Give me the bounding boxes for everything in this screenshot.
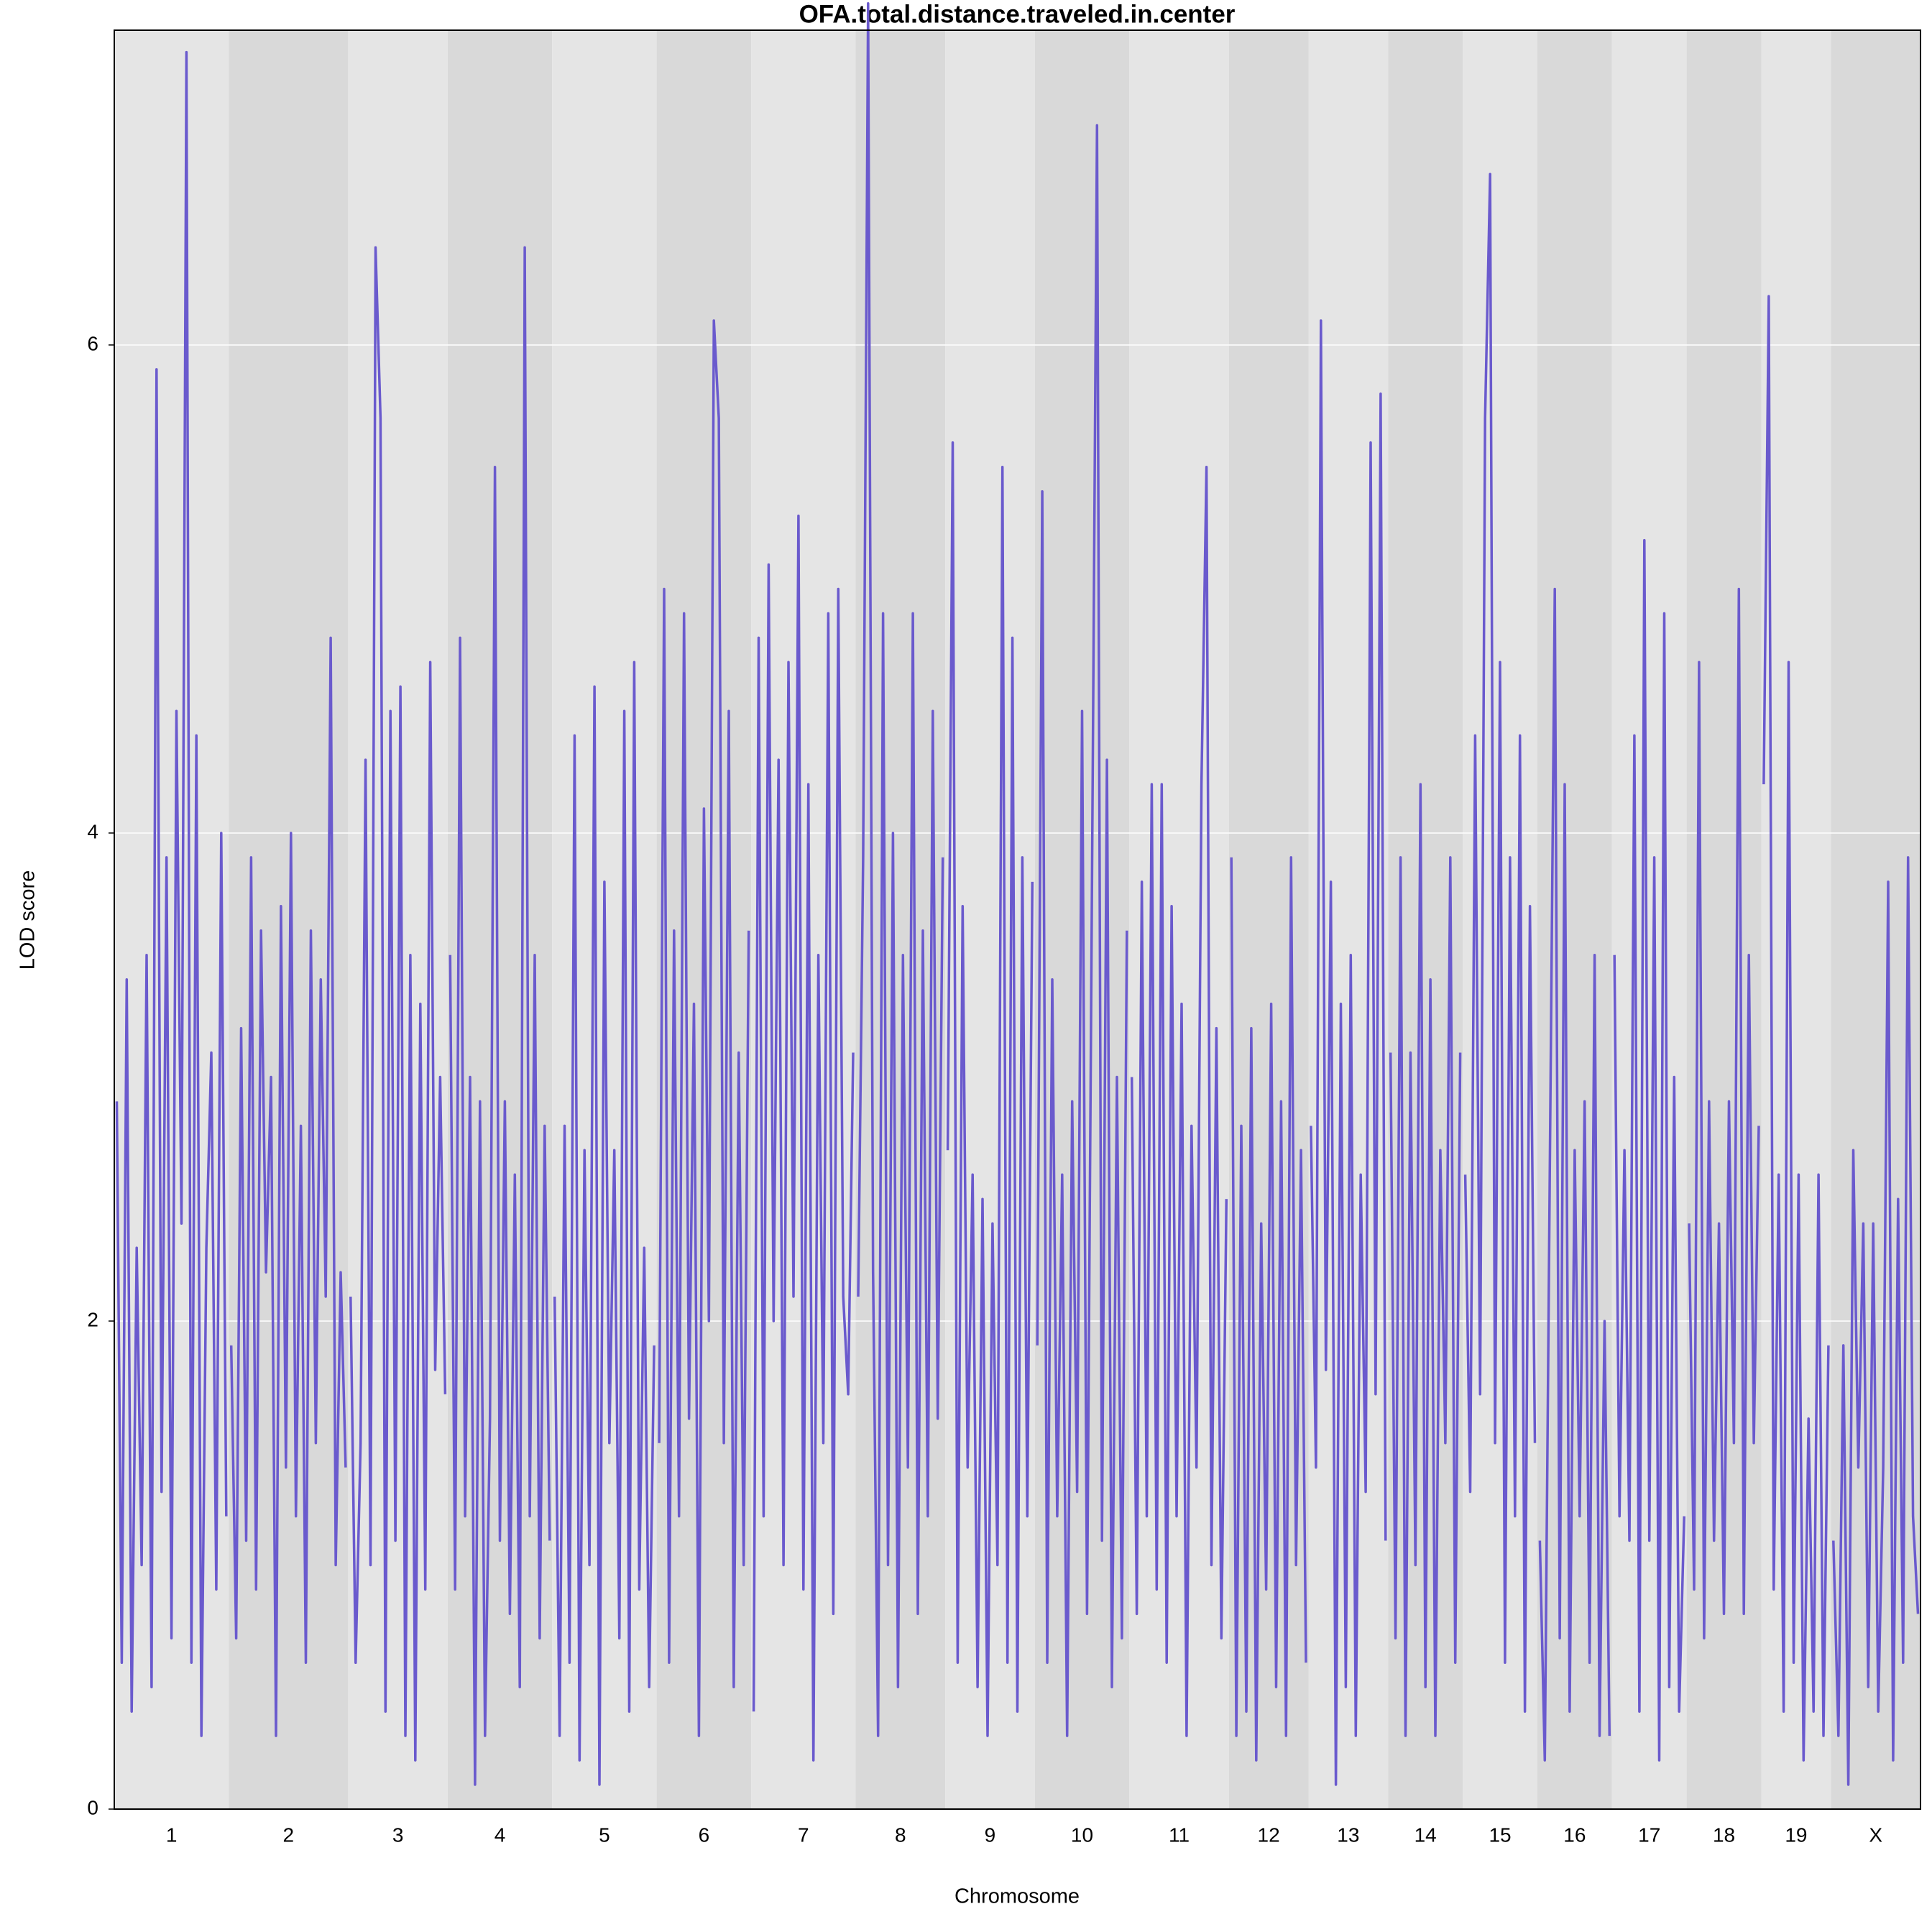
lod-line [1389, 783, 1462, 1737]
x-tick-label: 9 [985, 1823, 996, 1846]
lod-line [1688, 587, 1760, 1640]
lod-line [1613, 538, 1685, 1762]
lod-line [1463, 172, 1537, 1713]
chromosome-band [447, 30, 553, 1809]
x-tick-label: 19 [1785, 1823, 1807, 1846]
x-tick-label: 3 [392, 1823, 404, 1846]
x-tick-label: X [1869, 1823, 1882, 1846]
lod-line [553, 661, 656, 1786]
lod-line [1036, 124, 1128, 1737]
x-tick-label: 11 [1169, 1823, 1190, 1846]
x-tick-label: 8 [895, 1823, 906, 1846]
lod-line [229, 636, 347, 1737]
x-tick-label: 6 [699, 1823, 710, 1846]
x-tick-label: 4 [494, 1823, 506, 1846]
x-axis-label: Chromosome [954, 1885, 1080, 1908]
x-tick-label: 18 [1713, 1823, 1735, 1846]
chart-title: OFA.total.distance.traveled.in.center [799, 0, 1236, 28]
lod-line [448, 246, 551, 1786]
lod-line [946, 441, 1034, 1737]
x-tick-label: 16 [1563, 1823, 1586, 1846]
lod-line [1538, 587, 1611, 1762]
chromosome-band [1129, 30, 1229, 1809]
y-tick-label: 4 [87, 820, 98, 842]
lod-line [1230, 856, 1307, 1762]
x-tick-label: 17 [1638, 1823, 1660, 1846]
lod-line [857, 1, 944, 1737]
lod-line [752, 514, 855, 1762]
lod-line [658, 319, 750, 1737]
lod-line [349, 246, 447, 1762]
x-tick-label: 10 [1071, 1823, 1093, 1846]
y-tick-label: 2 [87, 1308, 98, 1330]
x-tick-label: 15 [1489, 1823, 1511, 1846]
y-axis-label: LOD score [17, 870, 40, 970]
x-tick-label: 7 [798, 1823, 809, 1846]
chromosome-band [229, 30, 349, 1809]
x-tick-label: 5 [599, 1823, 610, 1846]
x-tick-label: 14 [1414, 1823, 1437, 1846]
lod-line [115, 50, 228, 1737]
lod-line [1310, 319, 1387, 1786]
y-tick-label: 6 [87, 332, 98, 354]
chromosome-band [1537, 30, 1612, 1809]
lod-line [1762, 295, 1830, 1762]
lod-line [1832, 856, 1920, 1786]
x-tick-label: 2 [283, 1823, 295, 1846]
x-tick-label: 1 [166, 1823, 178, 1846]
chromosome-band [1308, 30, 1389, 1809]
x-tick-label: 13 [1337, 1823, 1359, 1846]
x-tick-label: 12 [1258, 1823, 1280, 1846]
y-tick-label: 0 [87, 1796, 98, 1818]
chromosome-band [1611, 30, 1687, 1809]
lod-line [1130, 465, 1228, 1737]
plot-border [114, 29, 1921, 1810]
